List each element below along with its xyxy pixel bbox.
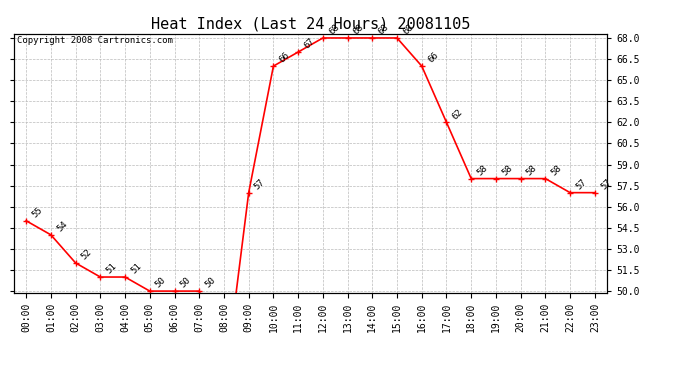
Text: 57: 57 bbox=[574, 177, 589, 191]
Text: 58: 58 bbox=[475, 163, 489, 177]
Text: 50: 50 bbox=[179, 276, 193, 290]
Text: 58: 58 bbox=[500, 163, 514, 177]
Text: 50: 50 bbox=[154, 276, 168, 290]
Text: 57: 57 bbox=[253, 177, 267, 191]
Text: 57: 57 bbox=[599, 177, 613, 191]
Text: 68: 68 bbox=[352, 22, 366, 37]
Title: Heat Index (Last 24 Hours) 20081105: Heat Index (Last 24 Hours) 20081105 bbox=[151, 16, 470, 31]
Text: 50: 50 bbox=[204, 276, 217, 290]
Text: 68: 68 bbox=[401, 22, 415, 37]
Text: 66: 66 bbox=[277, 51, 292, 65]
Text: Copyright 2008 Cartronics.com: Copyright 2008 Cartronics.com bbox=[17, 36, 172, 45]
Text: 66: 66 bbox=[426, 51, 440, 65]
Text: 58: 58 bbox=[525, 163, 539, 177]
Text: 51: 51 bbox=[104, 262, 119, 276]
Text: 54: 54 bbox=[55, 219, 69, 234]
Text: 68: 68 bbox=[327, 22, 341, 37]
Text: 67: 67 bbox=[302, 37, 316, 51]
Text: 51: 51 bbox=[129, 262, 144, 276]
Text: 58: 58 bbox=[549, 163, 564, 177]
Text: 68: 68 bbox=[377, 22, 391, 37]
Text: 52: 52 bbox=[80, 248, 94, 262]
Text: 43: 43 bbox=[0, 374, 1, 375]
Text: 62: 62 bbox=[451, 107, 464, 121]
Text: 55: 55 bbox=[30, 206, 44, 219]
